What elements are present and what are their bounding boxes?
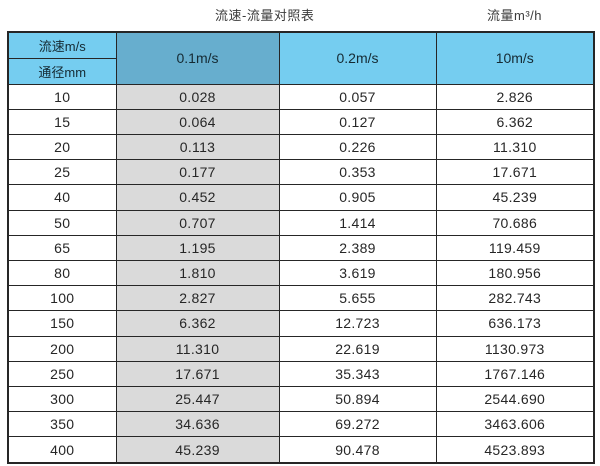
- diameter-cell: 350: [7, 411, 117, 438]
- flow-value-cell: 1.810: [115, 259, 280, 287]
- flow-value-cell: 17.671: [115, 360, 280, 387]
- flow-value-cell: 0.177: [115, 159, 280, 186]
- flow-value-cell: 6.362: [115, 310, 280, 337]
- table-row: 10 0.028 0.057 2.826: [7, 83, 595, 110]
- table-row: 350 34.636 69.272 3463.606: [7, 411, 595, 438]
- flow-value-cell: 3.619: [278, 259, 437, 287]
- header-col-0-1ms: 0.1m/s: [115, 31, 280, 85]
- flow-value-cell: 70.686: [435, 209, 595, 236]
- diameter-cell: 300: [7, 385, 117, 413]
- table-row: 100 2.827 5.655 282.743: [7, 285, 595, 312]
- diameter-cell: 65: [7, 234, 117, 261]
- flow-value-cell: 69.272: [278, 411, 437, 438]
- table-row: 65 1.195 2.389 119.459: [7, 234, 595, 261]
- flow-value-cell: 12.723: [278, 310, 437, 337]
- flow-value-cell: 3463.606: [435, 411, 595, 438]
- table-header: 流速m/s 0.1m/s 0.2m/s 10m/s 通径mm: [7, 31, 595, 85]
- header-diameter-label: 通径mm: [7, 57, 117, 85]
- flow-value-cell: 34.636: [115, 411, 280, 438]
- flow-value-cell: 2.826: [435, 83, 595, 110]
- table-row: 15 0.064 0.127 6.362: [7, 108, 595, 135]
- flow-value-cell: 11.310: [435, 133, 595, 161]
- diameter-cell: 100: [7, 285, 117, 312]
- table-body: 10 0.028 0.057 2.826 15 0.064 0.127 6.362 20 0.11…: [7, 83, 595, 464]
- flow-value-cell: 22.619: [278, 335, 437, 362]
- flow-value-cell: 6.362: [435, 108, 595, 135]
- table-row: 300 25.447 50.894 2544.690: [7, 385, 595, 413]
- header-row-bottom: 通径mm: [7, 57, 594, 85]
- flow-value-cell: 90.478: [278, 436, 437, 464]
- table-row: 250 17.671 35.343 1767.146: [7, 360, 595, 387]
- flow-value-cell: 636.173: [435, 310, 595, 337]
- flow-value-cell: 4523.893: [435, 436, 595, 464]
- flow-value-cell: 0.452: [115, 184, 280, 211]
- flow-value-cell: 180.956: [435, 259, 595, 287]
- flow-value-cell: 0.905: [278, 184, 437, 211]
- flow-value-cell: 0.057: [278, 83, 437, 110]
- flow-value-cell: 1.414: [278, 209, 437, 236]
- diameter-cell: 40: [7, 184, 117, 211]
- diameter-cell: 400: [7, 436, 117, 464]
- flow-value-cell: 45.239: [435, 184, 595, 211]
- flow-rate-table: 流速m/s 0.1m/s 0.2m/s 10m/s 通径mm 10 0.028 0.…: [7, 31, 595, 464]
- diameter-cell: 20: [7, 133, 117, 161]
- flow-value-cell: 35.343: [278, 360, 437, 387]
- header-velocity-label: 流速m/s: [7, 31, 117, 59]
- flow-value-cell: 0.353: [278, 159, 437, 186]
- diameter-cell: 80: [7, 259, 117, 287]
- flow-value-cell: 5.655: [278, 285, 437, 312]
- flow-value-cell: 282.743: [435, 285, 595, 312]
- flow-value-cell: 2544.690: [435, 385, 595, 413]
- header-row-top: 流速m/s 0.1m/s 0.2m/s 10m/s: [7, 31, 595, 85]
- flow-value-cell: 0.226: [278, 133, 437, 161]
- flow-value-cell: 1767.146: [435, 360, 595, 387]
- flow-value-cell: 25.447: [115, 385, 280, 413]
- table-row: 150 6.362 12.723 636.173: [7, 310, 595, 337]
- table-row: 20 0.113 0.226 11.310: [7, 133, 595, 161]
- table-row: 40 0.452 0.905 45.239: [7, 184, 595, 211]
- table-row: 80 1.810 3.619 180.956: [7, 259, 595, 287]
- diameter-cell: 15: [7, 108, 117, 135]
- flow-value-cell: 11.310: [115, 335, 280, 362]
- header-col-10ms: 10m/s: [435, 31, 595, 85]
- flow-value-cell: 1130.973: [435, 335, 595, 362]
- flow-value-cell: 119.459: [435, 234, 595, 261]
- flow-value-cell: 2.827: [115, 285, 280, 312]
- page-title: 流速-流量对照表: [215, 8, 315, 23]
- flow-value-cell: 45.239: [115, 436, 280, 464]
- diameter-cell: 150: [7, 310, 117, 337]
- flow-unit-label: 流量m³/h: [487, 8, 543, 23]
- header-col-0-2ms: 0.2m/s: [278, 31, 437, 85]
- table-row: 25 0.177 0.353 17.671: [7, 159, 595, 186]
- table-row: 400 45.239 90.478 4523.893: [7, 436, 595, 464]
- flow-value-cell: 1.195: [115, 234, 280, 261]
- flow-value-cell: 17.671: [435, 159, 595, 186]
- diameter-cell: 25: [7, 159, 117, 186]
- table-row: 50 0.707 1.414 70.686: [7, 209, 595, 236]
- flow-value-cell: 2.389: [278, 234, 437, 261]
- table-row: 200 11.310 22.619 1130.973: [7, 335, 595, 362]
- diameter-cell: 50: [7, 209, 117, 236]
- flow-value-cell: 0.707: [115, 209, 280, 236]
- flow-value-cell: 50.894: [278, 385, 437, 413]
- flow-value-cell: 0.064: [115, 108, 280, 135]
- flow-value-cell: 0.127: [278, 108, 437, 135]
- flow-value-cell: 0.028: [115, 83, 280, 110]
- diameter-cell: 250: [7, 360, 117, 387]
- flow-value-cell: 0.113: [115, 133, 280, 161]
- diameter-cell: 10: [7, 83, 117, 110]
- diameter-cell: 200: [7, 335, 117, 362]
